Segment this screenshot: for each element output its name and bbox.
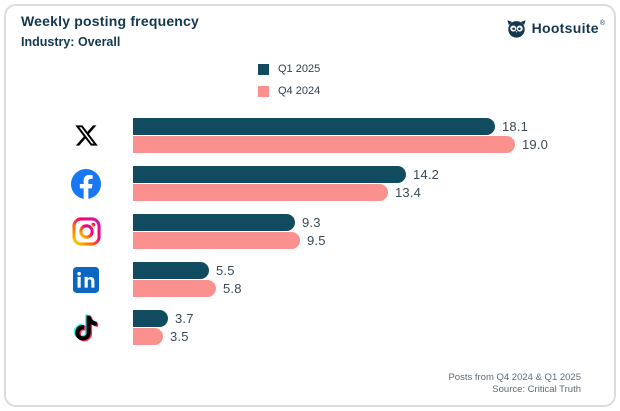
chart-row: 18.1 19.0: [0, 118, 620, 153]
value-label: 5.8: [223, 281, 242, 296]
bar-line: 3.5: [133, 328, 620, 345]
bar-line: 3.7: [133, 310, 620, 327]
bar-line: 19.0: [133, 136, 620, 153]
chart-row: 9.3 9.5: [0, 214, 620, 249]
facebook-icon: [71, 168, 101, 199]
bar-q1-2025: [133, 118, 495, 135]
value-label: 13.4: [395, 185, 422, 200]
chart-row: 5.5 5.8: [0, 262, 620, 297]
value-label: 18.1: [502, 119, 529, 134]
bar-q1-2025: [133, 166, 406, 183]
tiktok-icon: [71, 313, 101, 343]
linkedin-icon: [71, 265, 101, 295]
value-label: 3.5: [170, 329, 189, 344]
value-label: 19.0: [522, 137, 549, 152]
instagram-icon: [71, 217, 101, 247]
bar-q4-2024: [133, 232, 300, 249]
registered-mark: ®: [599, 20, 605, 27]
value-label: 9.5: [307, 233, 326, 248]
bar-line: 5.5: [133, 262, 620, 279]
bar-line: 18.1: [133, 118, 620, 135]
bar-group: 5.5 5.8: [133, 262, 620, 297]
bar-q4-2024: [133, 184, 388, 201]
platform-cell: [0, 121, 133, 151]
brand-name: Hootsuite: [531, 20, 599, 36]
x-icon: [71, 121, 101, 151]
bar-group: 3.7 3.5: [133, 310, 620, 345]
platform-cell: [0, 313, 133, 343]
bar-line: 14.2: [133, 166, 620, 183]
platform-cell: [0, 168, 133, 199]
bar-line: 5.8: [133, 280, 620, 297]
bar-q4-2024: [133, 136, 515, 153]
bar-line: 9.3: [133, 214, 620, 231]
bar-group: 18.1 19.0: [133, 118, 620, 153]
value-label: 5.5: [216, 263, 235, 278]
bar-group: 14.2 13.4: [133, 166, 620, 201]
legend: Q1 2025 Q4 2024: [258, 63, 320, 97]
bar-q1-2025: [133, 214, 295, 231]
hootsuite-logo: Hootsuite ®: [506, 19, 605, 39]
legend-swatch-q4: [258, 85, 269, 97]
owl-icon: [506, 18, 527, 39]
bar-q4-2024: [133, 328, 163, 345]
chart-row: 14.2 13.4: [0, 166, 620, 201]
platform-cell: [0, 217, 133, 247]
bar-group: 9.3 9.5: [133, 214, 620, 249]
page-subtitle: Industry: Overall: [21, 35, 121, 49]
value-label: 14.2: [413, 167, 440, 182]
legend-item-q1-2025: Q1 2025: [258, 63, 320, 75]
value-label: 9.3: [302, 215, 321, 230]
legend-item-q4-2024: Q4 2024: [258, 85, 320, 97]
value-label: 3.7: [175, 311, 194, 326]
bar-q4-2024: [133, 280, 216, 297]
bar-q1-2025: [133, 310, 168, 327]
chart-rows: 18.1 19.0 14.2 13.4 9.3 9.5 5.5 5.8 3.7 3.5: [0, 118, 620, 358]
platform-cell: [0, 265, 133, 295]
footer-line-2: Source: Critical Truth: [492, 383, 581, 395]
legend-label: Q1 2025: [278, 63, 321, 75]
title-block: Weekly posting frequency Industry: Overa…: [21, 13, 199, 49]
footer-line-1: Posts from Q4 2024 & Q1 2025: [448, 372, 581, 383]
bar-q1-2025: [133, 262, 209, 279]
legend-label: Q4 2024: [278, 85, 321, 97]
page-title: Weekly posting frequency: [21, 13, 200, 29]
bar-line: 13.4: [133, 184, 620, 201]
legend-swatch-q1: [258, 63, 269, 75]
bar-line: 9.5: [133, 232, 620, 249]
footer-note: Posts from Q4 2024 & Q1 2025 Source: Cri…: [448, 372, 581, 395]
chart-row: 3.7 3.5: [0, 310, 620, 345]
